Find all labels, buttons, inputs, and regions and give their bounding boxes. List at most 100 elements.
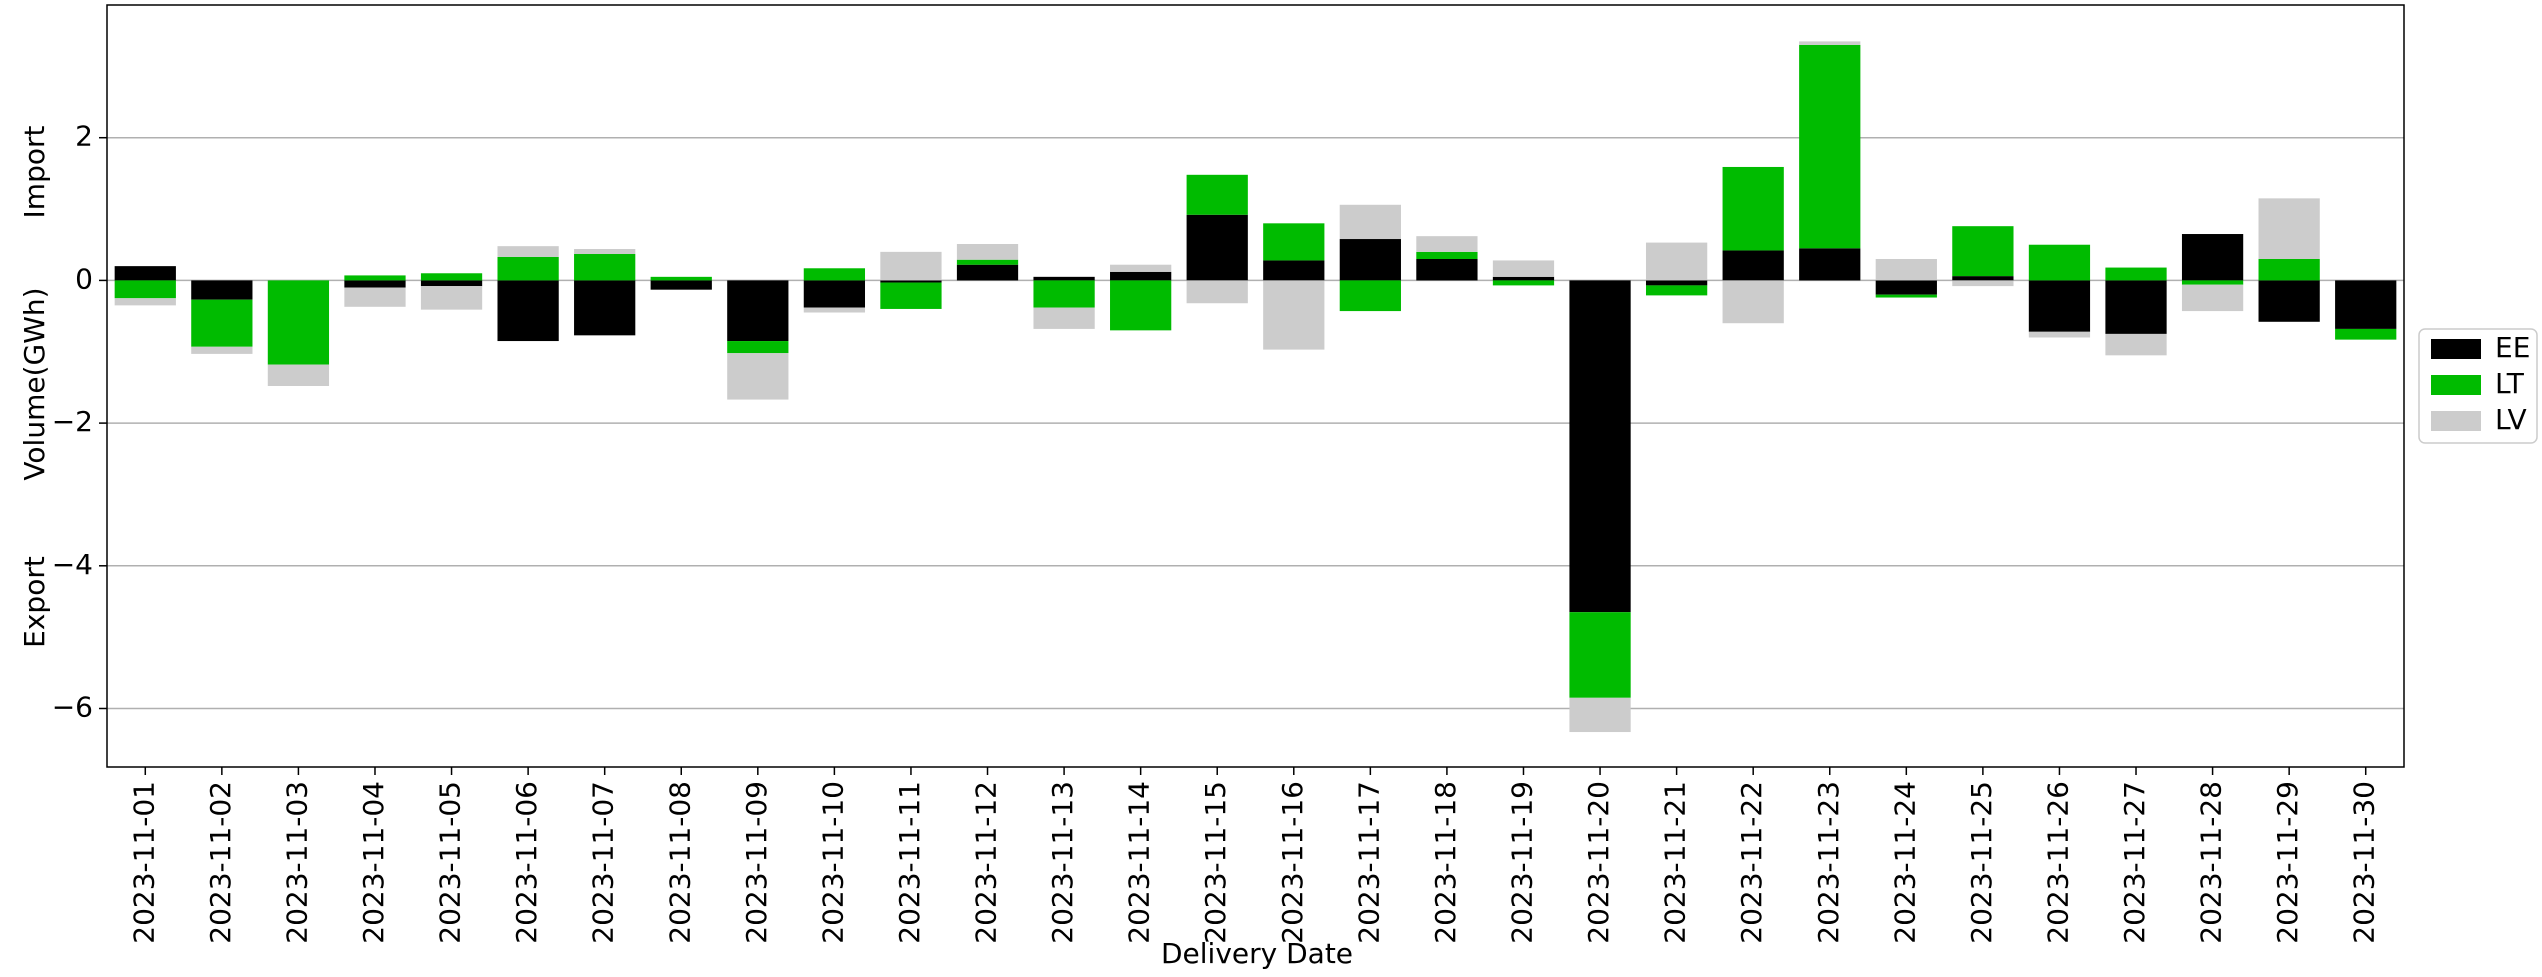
legend-label: LT	[2495, 367, 2525, 400]
bar	[344, 287, 406, 307]
bar	[191, 280, 253, 300]
bar	[1799, 44, 1861, 249]
x-tick-label: 2023-11-30	[2348, 781, 2381, 944]
x-tick-label: 2023-11-20	[1582, 781, 1615, 944]
bar	[2105, 333, 2167, 356]
legend-swatch	[2431, 339, 2481, 359]
bar	[1339, 280, 1401, 312]
bar	[1875, 294, 1937, 298]
bar	[574, 280, 636, 336]
bar	[1416, 259, 1478, 281]
x-tick-label: 2023-11-09	[740, 781, 773, 944]
bar	[727, 280, 789, 342]
bar	[1799, 248, 1861, 281]
bar	[1875, 280, 1937, 295]
bar	[1186, 280, 1248, 304]
bar	[1875, 259, 1937, 281]
bar	[1952, 280, 2014, 287]
bar	[2258, 280, 2320, 322]
bar	[803, 280, 866, 308]
bar	[880, 251, 942, 281]
x-tick-label: 2023-11-06	[510, 781, 543, 944]
bar	[267, 280, 330, 365]
bar	[1110, 280, 1172, 331]
bar	[2105, 280, 2167, 334]
bar	[1722, 166, 1784, 251]
bar	[344, 280, 406, 288]
bar	[191, 299, 253, 347]
bar	[1492, 280, 1555, 286]
y-axis-label-bottom: Export	[18, 556, 51, 648]
bar	[1569, 280, 1631, 613]
x-tick-label: 2023-11-14	[1123, 781, 1156, 944]
bar	[1033, 307, 1095, 329]
x-tick-label: 2023-11-07	[587, 781, 620, 944]
bar	[1722, 250, 1784, 281]
bar	[1569, 612, 1631, 698]
bar	[2335, 280, 2397, 329]
bar	[191, 346, 253, 354]
bar	[1033, 276, 1095, 281]
x-tick-label: 2023-11-13	[1046, 781, 1079, 944]
bar	[1492, 260, 1555, 277]
x-tick-label: 2023-11-16	[1276, 781, 1309, 944]
x-tick-label: 2023-11-12	[970, 781, 1003, 944]
x-tick-label: 2023-11-11	[893, 781, 926, 944]
bar	[1339, 204, 1401, 240]
bar	[1033, 280, 1095, 308]
bar	[1263, 223, 1325, 261]
x-tick-label: 2023-11-04	[357, 781, 390, 944]
bar	[1645, 280, 1708, 286]
bar	[114, 266, 176, 281]
legend-swatch	[2431, 411, 2481, 431]
x-tick-label: 2023-11-23	[1812, 781, 1845, 944]
bar	[1110, 271, 1172, 281]
plot-frame	[106, 4, 2405, 768]
bar	[420, 286, 483, 310]
bar	[497, 280, 559, 342]
y-tick-label: −2	[52, 405, 93, 438]
x-tick-label: 2023-11-27	[2118, 781, 2151, 944]
x-tick-label: 2023-11-17	[1352, 781, 1385, 944]
x-tick-label: 2023-11-25	[1965, 781, 1998, 944]
x-tick-label: 2023-11-26	[2041, 781, 2074, 944]
bar	[1952, 226, 2014, 277]
bar	[803, 268, 866, 281]
bar	[727, 341, 789, 354]
bar	[2181, 234, 2244, 281]
x-tick-label: 2023-11-24	[1888, 781, 1921, 944]
bar	[880, 280, 942, 283]
bar	[1799, 41, 1861, 45]
bar	[1186, 174, 1248, 215]
bar	[1645, 285, 1708, 296]
bar	[2028, 244, 2091, 281]
bar	[574, 254, 636, 281]
y-tick-label: 2	[75, 120, 93, 153]
bar	[1492, 276, 1555, 281]
y-tick-label: −4	[52, 548, 93, 581]
x-tick-label: 2023-11-08	[663, 781, 696, 944]
y-axis-label-top: Import	[18, 126, 51, 219]
x-tick-label: 2023-11-05	[434, 781, 467, 944]
bar	[267, 364, 330, 386]
bar	[1339, 239, 1401, 281]
y-tick-label: 0	[75, 262, 93, 295]
bar	[497, 246, 559, 257]
bar	[1263, 260, 1325, 281]
bar	[2105, 267, 2167, 281]
bar	[344, 275, 406, 281]
x-axis-label: Delivery Date	[1161, 937, 1353, 970]
x-tick-label: 2023-11-01	[127, 781, 160, 944]
x-tick-label: 2023-11-22	[1735, 781, 1768, 944]
bar	[956, 264, 1019, 281]
bar	[2181, 280, 2244, 285]
x-tick-label: 2023-11-21	[1659, 781, 1692, 944]
bar	[803, 307, 866, 313]
bar	[114, 298, 176, 306]
y-axis-label: Volume(GWh)	[18, 287, 51, 480]
bar	[650, 276, 712, 281]
bar	[1722, 280, 1784, 324]
x-tick-label: 2023-11-03	[280, 781, 313, 944]
bar	[1416, 236, 1478, 252]
x-tick-label: 2023-11-02	[204, 781, 237, 944]
